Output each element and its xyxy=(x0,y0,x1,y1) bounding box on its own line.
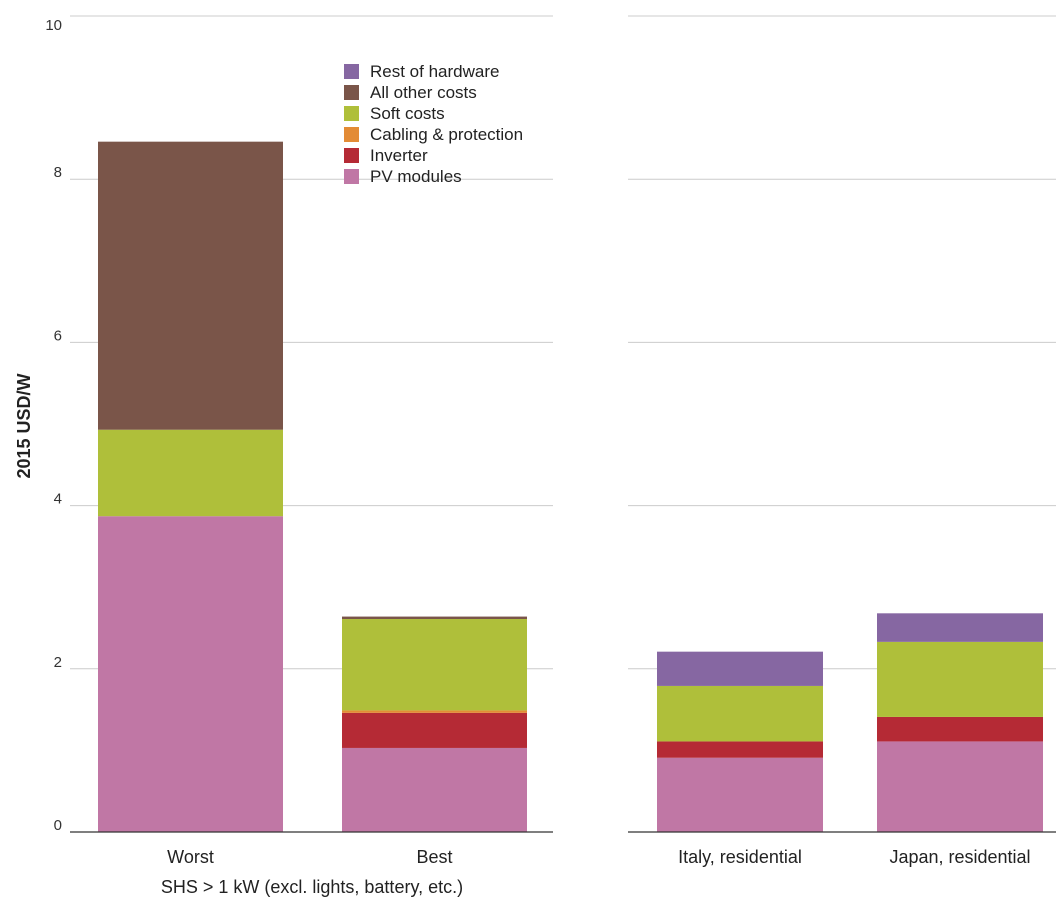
legend-label: Cabling & protection xyxy=(370,125,523,144)
legend-label: Rest of hardware xyxy=(370,62,499,81)
y-axis-label: 2015 USD/W xyxy=(14,373,34,478)
bar-segment xyxy=(877,613,1043,642)
legend-swatch xyxy=(344,127,359,142)
bar-segment xyxy=(342,619,527,711)
legend-swatch xyxy=(344,64,359,79)
legend-swatch xyxy=(344,148,359,163)
legend-swatch xyxy=(344,169,359,184)
legend-label: Inverter xyxy=(370,146,428,165)
legend-swatch xyxy=(344,106,359,121)
legend-swatch xyxy=(344,85,359,100)
bar-segment xyxy=(342,710,527,713)
bar-segment xyxy=(877,741,1043,832)
group-label: SHS > 1 kW (excl. lights, battery, etc.) xyxy=(161,877,463,897)
legend-label: Soft costs xyxy=(370,104,445,123)
bars xyxy=(98,141,1043,832)
bar-segment xyxy=(342,712,527,748)
bar-segment xyxy=(877,641,1043,717)
legend-label: PV modules xyxy=(370,167,462,186)
category-label: Best xyxy=(416,847,452,867)
y-axis-ticks: 0 2 4 6 8 10 xyxy=(45,17,62,834)
y-tick-label: 10 xyxy=(45,17,62,34)
bar-segment xyxy=(657,741,823,758)
bar-segment xyxy=(98,429,283,517)
category-label: Worst xyxy=(167,847,214,867)
legend-label: All other costs xyxy=(370,83,477,102)
y-tick-label: 0 xyxy=(54,817,62,834)
y-tick-label: 2 xyxy=(54,654,62,671)
y-tick-label: 6 xyxy=(54,327,62,344)
bar-segment xyxy=(98,516,283,832)
bar-segment xyxy=(657,685,823,742)
legend: Rest of hardware All other costs Soft cost… xyxy=(344,62,523,186)
bar-segment xyxy=(98,141,283,430)
bar-segment xyxy=(877,716,1043,742)
y-tick-label: 8 xyxy=(54,164,62,181)
category-labels: Worst Best Italy, residential Japan, reside… xyxy=(167,847,1030,867)
category-label: Japan, residential xyxy=(889,847,1030,867)
category-label: Italy, residential xyxy=(678,847,802,867)
bar-segment xyxy=(342,616,527,620)
bar-segment xyxy=(342,747,527,832)
y-tick-label: 4 xyxy=(54,491,62,508)
bar-segment xyxy=(657,757,823,832)
bar-segment xyxy=(657,651,823,686)
